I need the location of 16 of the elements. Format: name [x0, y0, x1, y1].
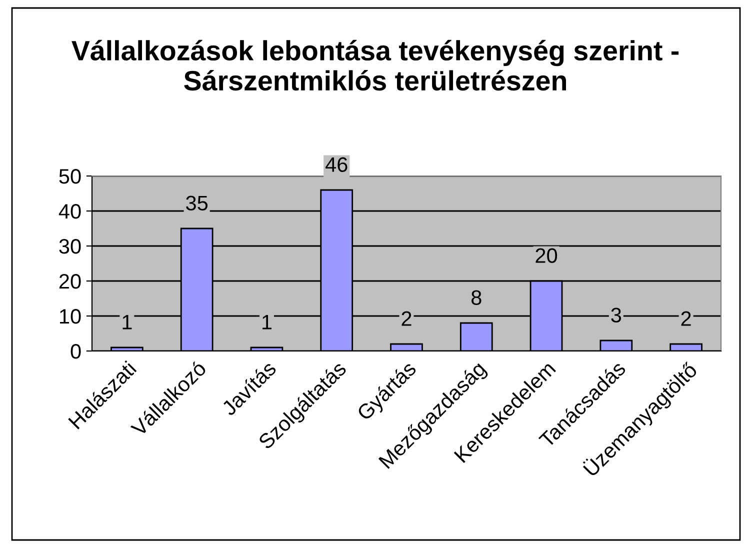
y-tick-label: 0: [70, 344, 81, 359]
data-label: 3: [611, 308, 622, 322]
chart-title: Vállalkozások lebontása tevékenység szerint - Sárszentmiklós területrészen: [72, 40, 679, 91]
data-label: 8: [472, 290, 482, 305]
data-label: 2: [681, 311, 691, 326]
data-label: 1: [262, 314, 272, 330]
y-tick-label: 40: [58, 204, 81, 219]
y-tick-label: 10: [60, 309, 81, 324]
y-tick-label: 30: [59, 239, 81, 254]
data-label: 1: [122, 314, 132, 330]
data-label: 20: [536, 248, 558, 263]
data-label: 2: [402, 311, 412, 326]
y-tick-label: 20: [59, 274, 81, 289]
y-tick-label: 50: [59, 169, 81, 184]
data-label: 46: [326, 157, 348, 172]
data-label: 35: [186, 196, 208, 210]
